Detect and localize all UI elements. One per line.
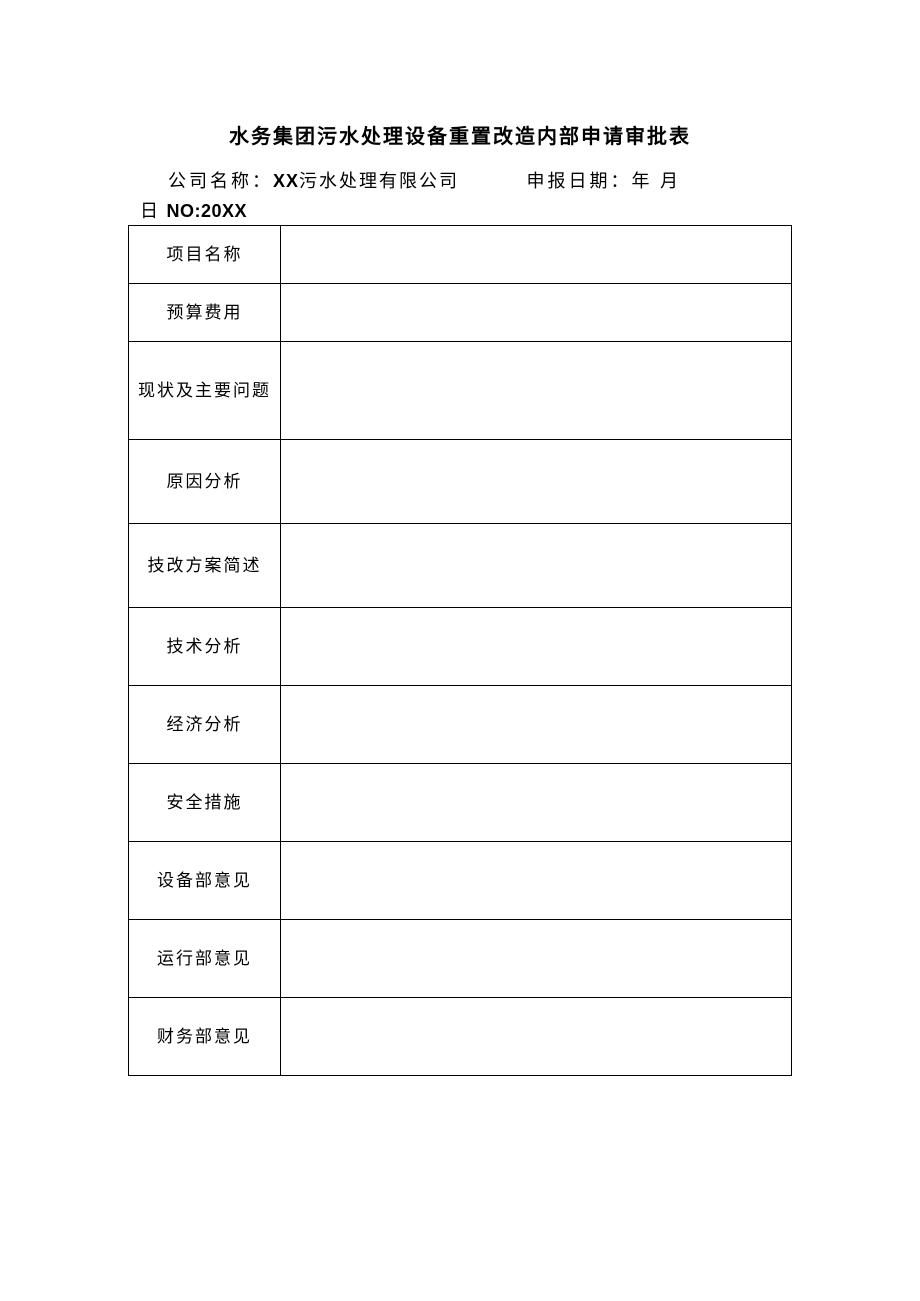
date-label-text: 申报日期： — [527, 171, 632, 191]
table-row: 财务部意见 — [129, 998, 792, 1076]
row-label: 项目名称 — [129, 226, 281, 284]
table-row: 原因分析 — [129, 440, 792, 524]
approval-form-table: 项目名称预算费用现状及主要问题原因分析技改方案简述技术分析经济分析安全措施设备部… — [128, 225, 792, 1076]
table-body: 项目名称预算费用现状及主要问题原因分析技改方案简述技术分析经济分析安全措施设备部… — [129, 226, 792, 1076]
meta-line-1: 公司名称：XX污水处理有限公司 申报日期：年 月 — [128, 167, 792, 193]
row-value — [281, 764, 792, 842]
meta-line-2: 日 NO:20XX — [128, 197, 792, 223]
row-label: 安全措施 — [129, 764, 281, 842]
row-value — [281, 998, 792, 1076]
row-label: 财务部意见 — [129, 998, 281, 1076]
row-label: 预算费用 — [129, 284, 281, 342]
table-row: 技改方案简述 — [129, 524, 792, 608]
company-prefix: XX — [273, 171, 299, 191]
line2-prefix: 日 — [140, 201, 167, 221]
table-row: 现状及主要问题 — [129, 342, 792, 440]
table-row: 运行部意见 — [129, 920, 792, 998]
row-value — [281, 524, 792, 608]
row-value — [281, 842, 792, 920]
row-label: 技改方案简述 — [129, 524, 281, 608]
row-value — [281, 284, 792, 342]
row-label: 运行部意见 — [129, 920, 281, 998]
row-label: 设备部意见 — [129, 842, 281, 920]
company-label: 公司名称： — [168, 167, 273, 193]
row-label: 经济分析 — [129, 686, 281, 764]
document-title: 水务集团污水处理设备重置改造内部申请审批表 — [128, 120, 792, 149]
row-label: 原因分析 — [129, 440, 281, 524]
row-value — [281, 920, 792, 998]
table-row: 技术分析 — [129, 608, 792, 686]
date-label: 申报日期：年 月 — [527, 167, 682, 193]
row-label: 技术分析 — [129, 608, 281, 686]
row-label: 现状及主要问题 — [129, 342, 281, 440]
row-value — [281, 226, 792, 284]
table-row: 设备部意见 — [129, 842, 792, 920]
row-value — [281, 686, 792, 764]
table-row: 安全措施 — [129, 764, 792, 842]
row-value — [281, 608, 792, 686]
row-value — [281, 440, 792, 524]
no-label: NO:20XX — [167, 201, 248, 221]
date-value: 年 月 — [632, 171, 682, 191]
table-row: 经济分析 — [129, 686, 792, 764]
company-suffix: 污水处理有限公司 — [299, 171, 459, 191]
table-row: 预算费用 — [129, 284, 792, 342]
table-row: 项目名称 — [129, 226, 792, 284]
row-value — [281, 342, 792, 440]
